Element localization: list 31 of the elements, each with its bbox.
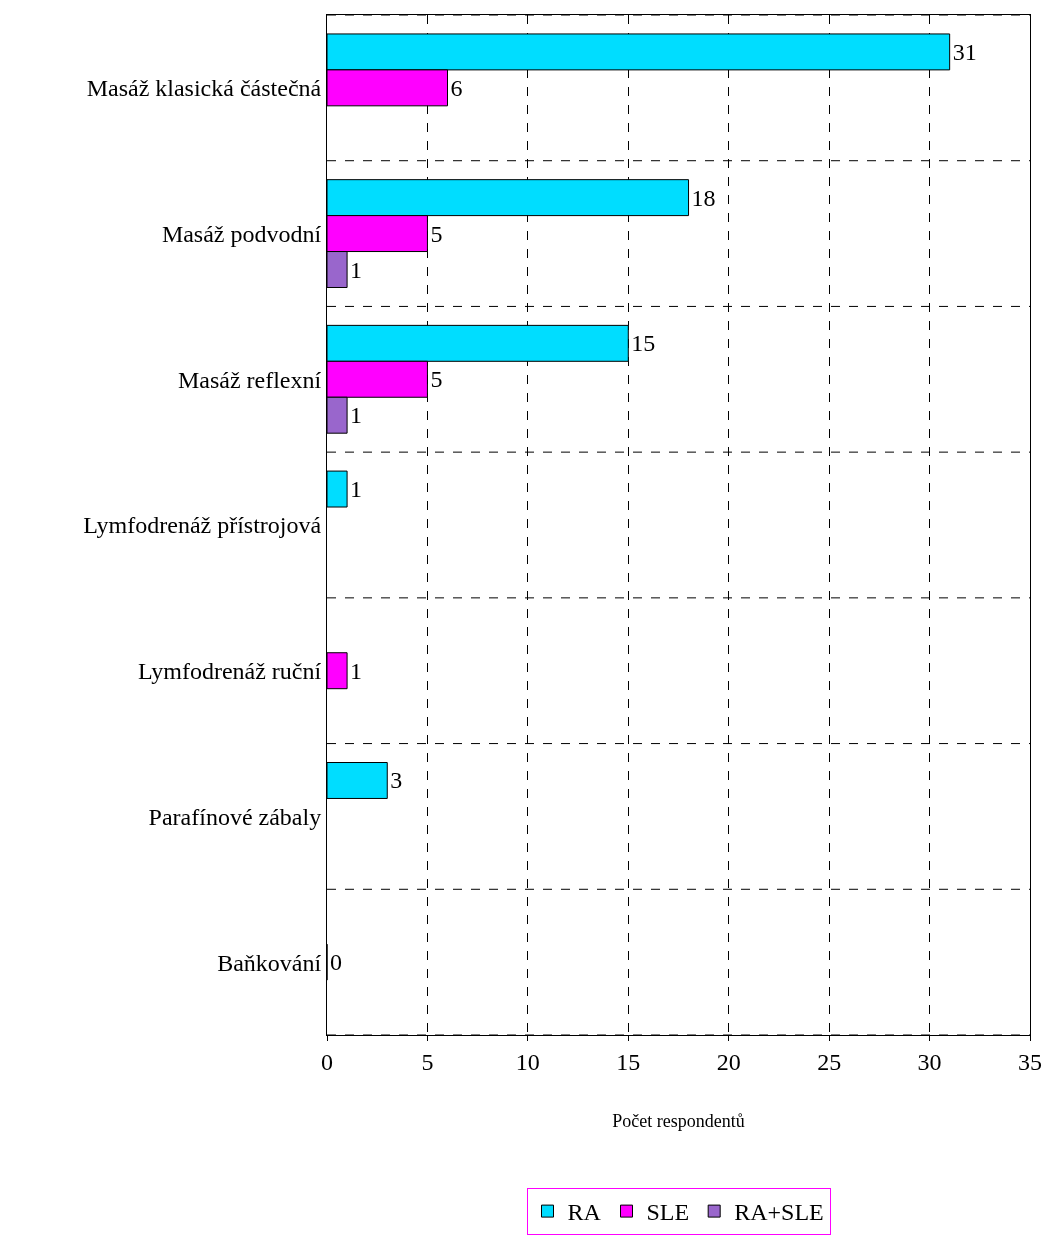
legend-label: RA+SLE <box>734 1199 824 1226</box>
legend-label: RA <box>567 1199 602 1226</box>
data-label: 5 <box>430 220 443 247</box>
x-tick-label: 0 <box>321 1048 333 1075</box>
data-label: 6 <box>450 74 463 101</box>
data-label: 1 <box>350 402 363 429</box>
y-tick-label: Baňkování <box>217 949 322 976</box>
data-label: 1 <box>350 256 363 283</box>
data-label: 1 <box>350 657 363 684</box>
x-axis-title: Počet respondentů <box>612 1110 745 1131</box>
y-tick-label: Lymfodrenáž přístrojová <box>83 512 322 539</box>
x-tick-label: 10 <box>515 1048 540 1075</box>
x-tick-label: 5 <box>421 1048 434 1075</box>
data-label: 0 <box>330 949 342 976</box>
data-label: 5 <box>430 366 443 393</box>
y-tick-label: Masáž reflexní <box>177 366 322 393</box>
x-tick-label: 15 <box>616 1048 641 1075</box>
data-label: 31 <box>952 38 977 65</box>
y-tick-label: Masáž klasická částečná <box>86 75 322 102</box>
x-tick-label: 25 <box>817 1048 842 1075</box>
data-label: 18 <box>691 184 716 211</box>
y-tick-label: Lymfodrenáž ruční <box>137 658 322 685</box>
data-label: 15 <box>631 330 656 357</box>
data-label: 3 <box>390 767 403 794</box>
x-tick-label: 30 <box>917 1048 942 1075</box>
x-tick-label: 20 <box>716 1048 741 1075</box>
y-tick-label: Parafínové zábaly <box>148 803 322 830</box>
x-tick-label: 35 <box>1018 1048 1042 1075</box>
data-label: 1 <box>350 476 363 503</box>
y-tick-label: Masáž podvodní <box>161 220 322 247</box>
legend-label: SLE <box>646 1199 690 1226</box>
